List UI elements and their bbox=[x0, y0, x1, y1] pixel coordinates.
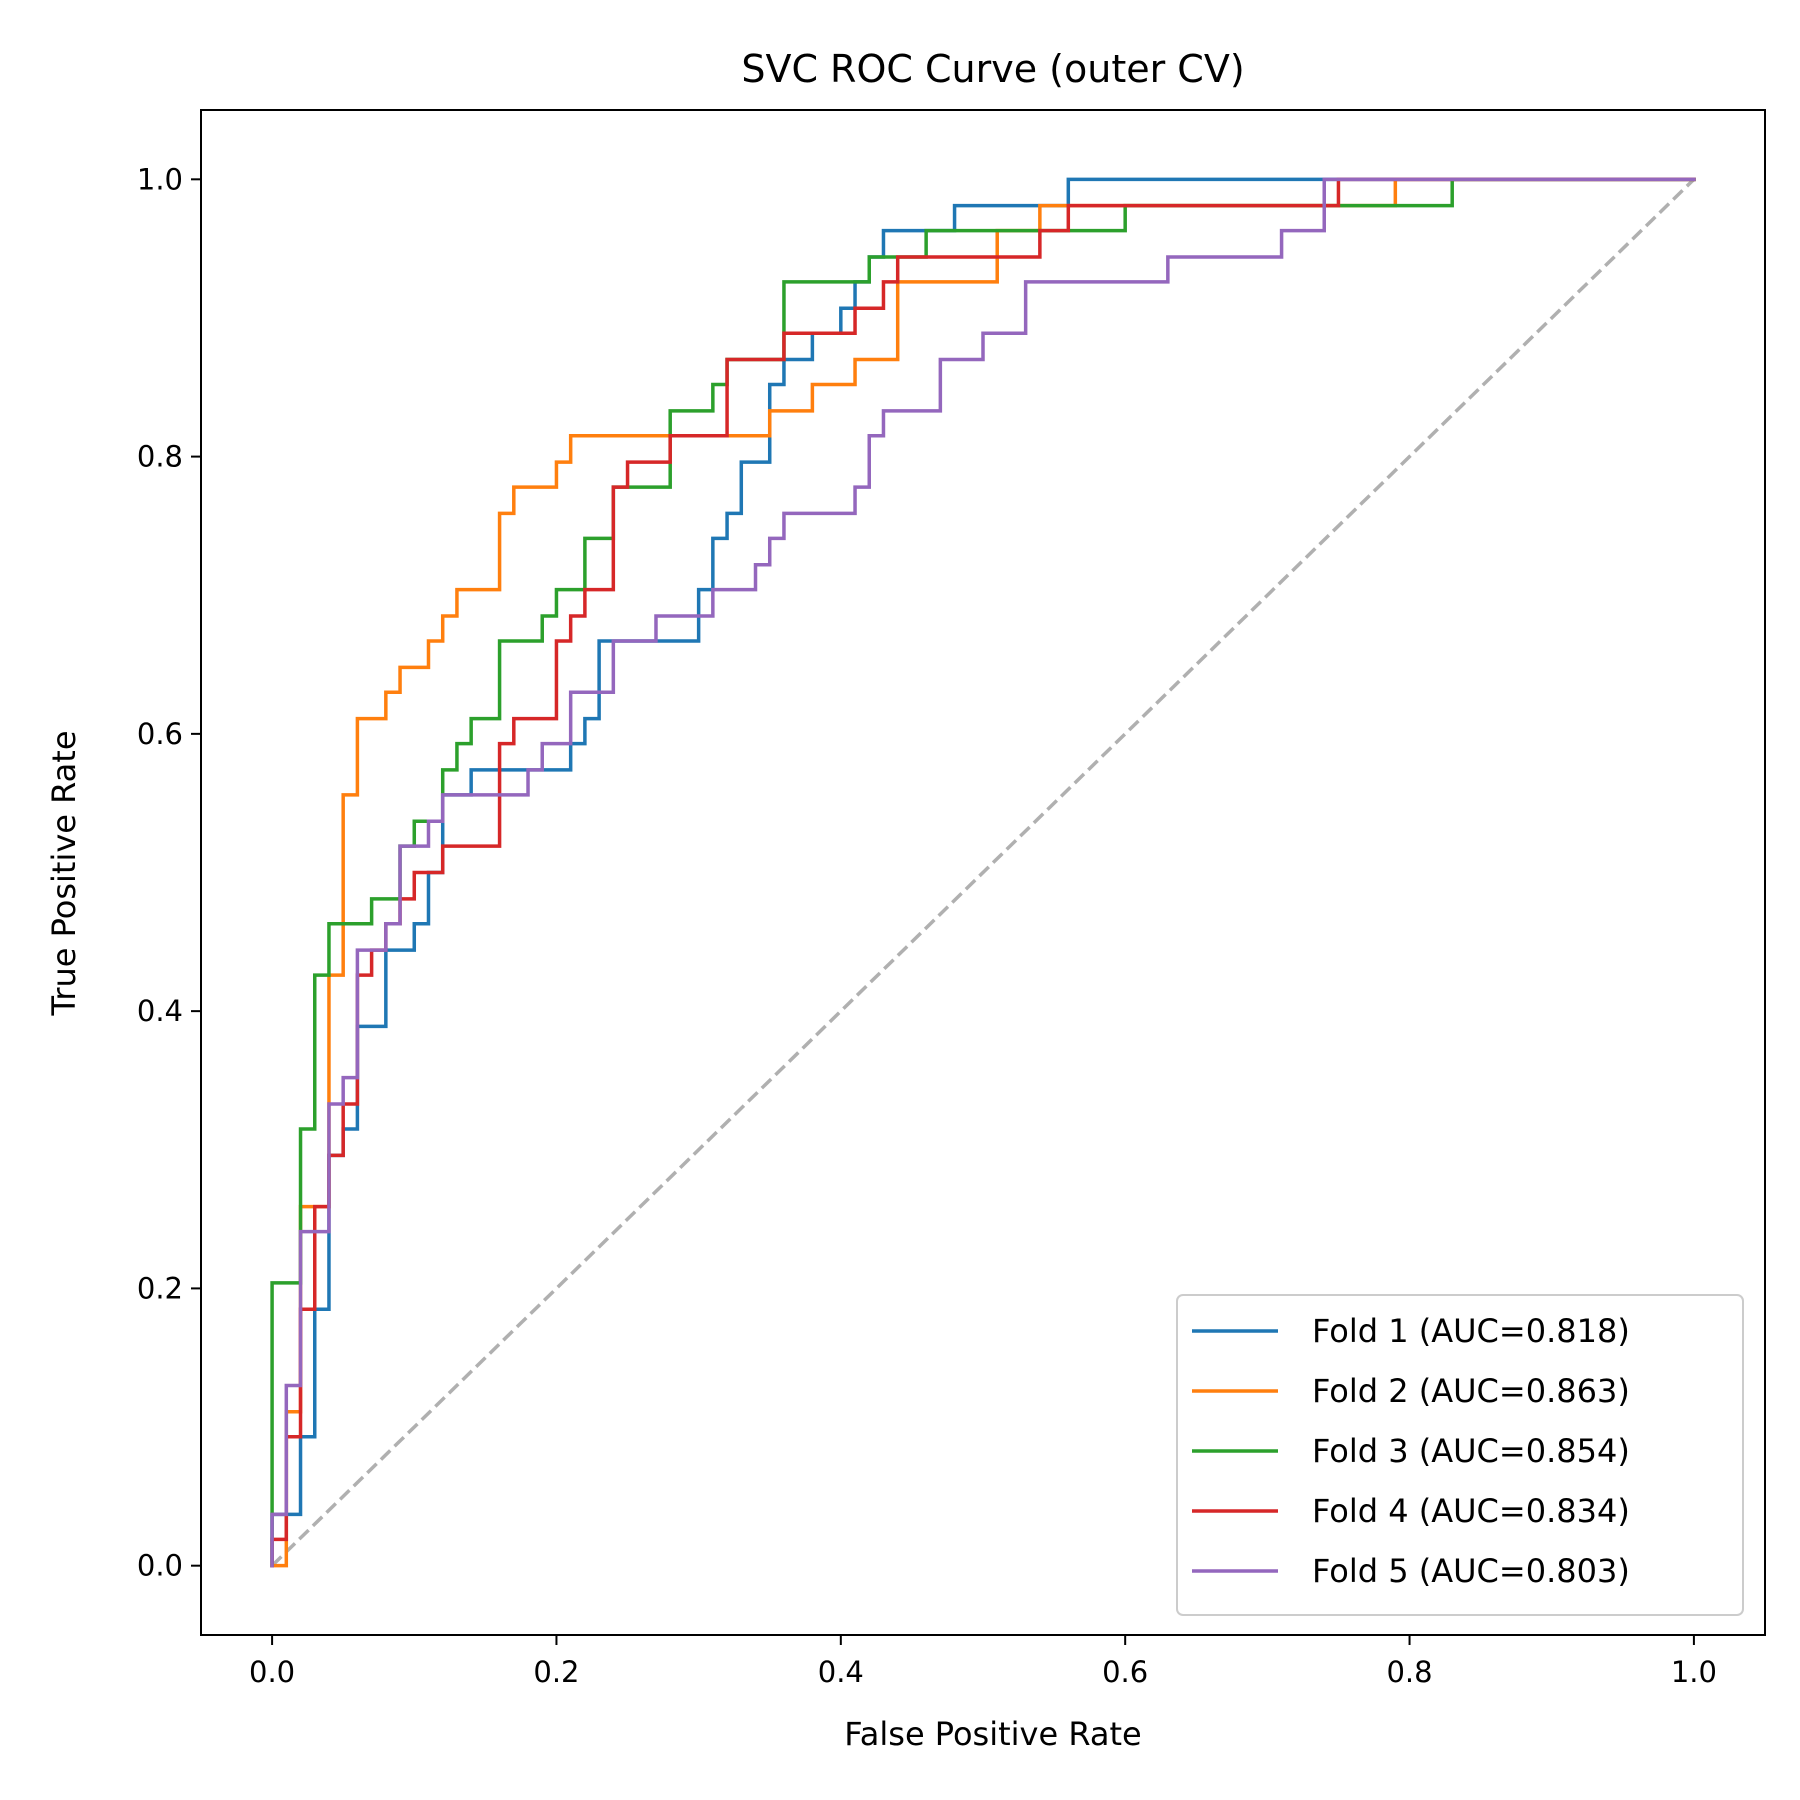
x-axis-label: False Positive Rate bbox=[844, 1715, 1141, 1753]
x-tick-label: 0.2 bbox=[533, 1655, 579, 1689]
y-tick-label: 0.0 bbox=[137, 1549, 183, 1583]
y-tick-label: 0.4 bbox=[137, 994, 183, 1028]
roc-line-fold-2 bbox=[270, 177, 1696, 1568]
x-axis-ticks: 0.0 0.2 0.4 0.6 0.8 1.0 bbox=[249, 1635, 1717, 1689]
x-tick-label: 0.6 bbox=[1102, 1655, 1148, 1689]
legend-label-fold-4: Fold 4 (AUC=0.834) bbox=[1312, 1492, 1630, 1530]
plot-frame bbox=[200, 109, 1766, 1636]
legend: Fold 1 (AUC=0.818) Fold 2 (AUC=0.863) Fold… bbox=[1176, 1294, 1744, 1616]
legend-label-fold-5: Fold 5 (AUC=0.803) bbox=[1312, 1552, 1630, 1590]
x-tick-label: 0.4 bbox=[818, 1655, 864, 1689]
legend-label-fold-3: Fold 3 (AUC=0.854) bbox=[1312, 1432, 1630, 1470]
y-tick-label: 0.8 bbox=[137, 440, 183, 474]
chance-reference-line bbox=[270, 178, 1696, 1567]
plot-area bbox=[200, 109, 1766, 1636]
y-tick-label: 0.6 bbox=[137, 717, 183, 751]
chart-title: SVC ROC Curve (outer CV) bbox=[741, 47, 1244, 91]
series-lines bbox=[270, 177, 1696, 1568]
legend-box bbox=[1176, 1294, 1744, 1616]
y-tick-label: 0.2 bbox=[137, 1271, 183, 1305]
roc-line-fold-5 bbox=[270, 177, 1696, 1568]
y-axis-ticks: 0.0 0.2 0.4 0.6 0.8 1.0 bbox=[137, 162, 201, 1583]
y-axis-label: True Positive Rate bbox=[45, 730, 83, 1016]
roc-line-fold-3 bbox=[270, 177, 1696, 1568]
x-tick-label: 1.0 bbox=[1671, 1655, 1717, 1689]
x-tick-label: 0.0 bbox=[249, 1655, 295, 1689]
legend-label-fold-1: Fold 1 (AUC=0.818) bbox=[1312, 1312, 1630, 1350]
legend-label-fold-2: Fold 2 (AUC=0.863) bbox=[1312, 1372, 1630, 1410]
roc-line-fold-4 bbox=[270, 177, 1696, 1568]
x-tick-label: 0.8 bbox=[1386, 1655, 1432, 1689]
y-tick-label: 1.0 bbox=[137, 162, 183, 196]
